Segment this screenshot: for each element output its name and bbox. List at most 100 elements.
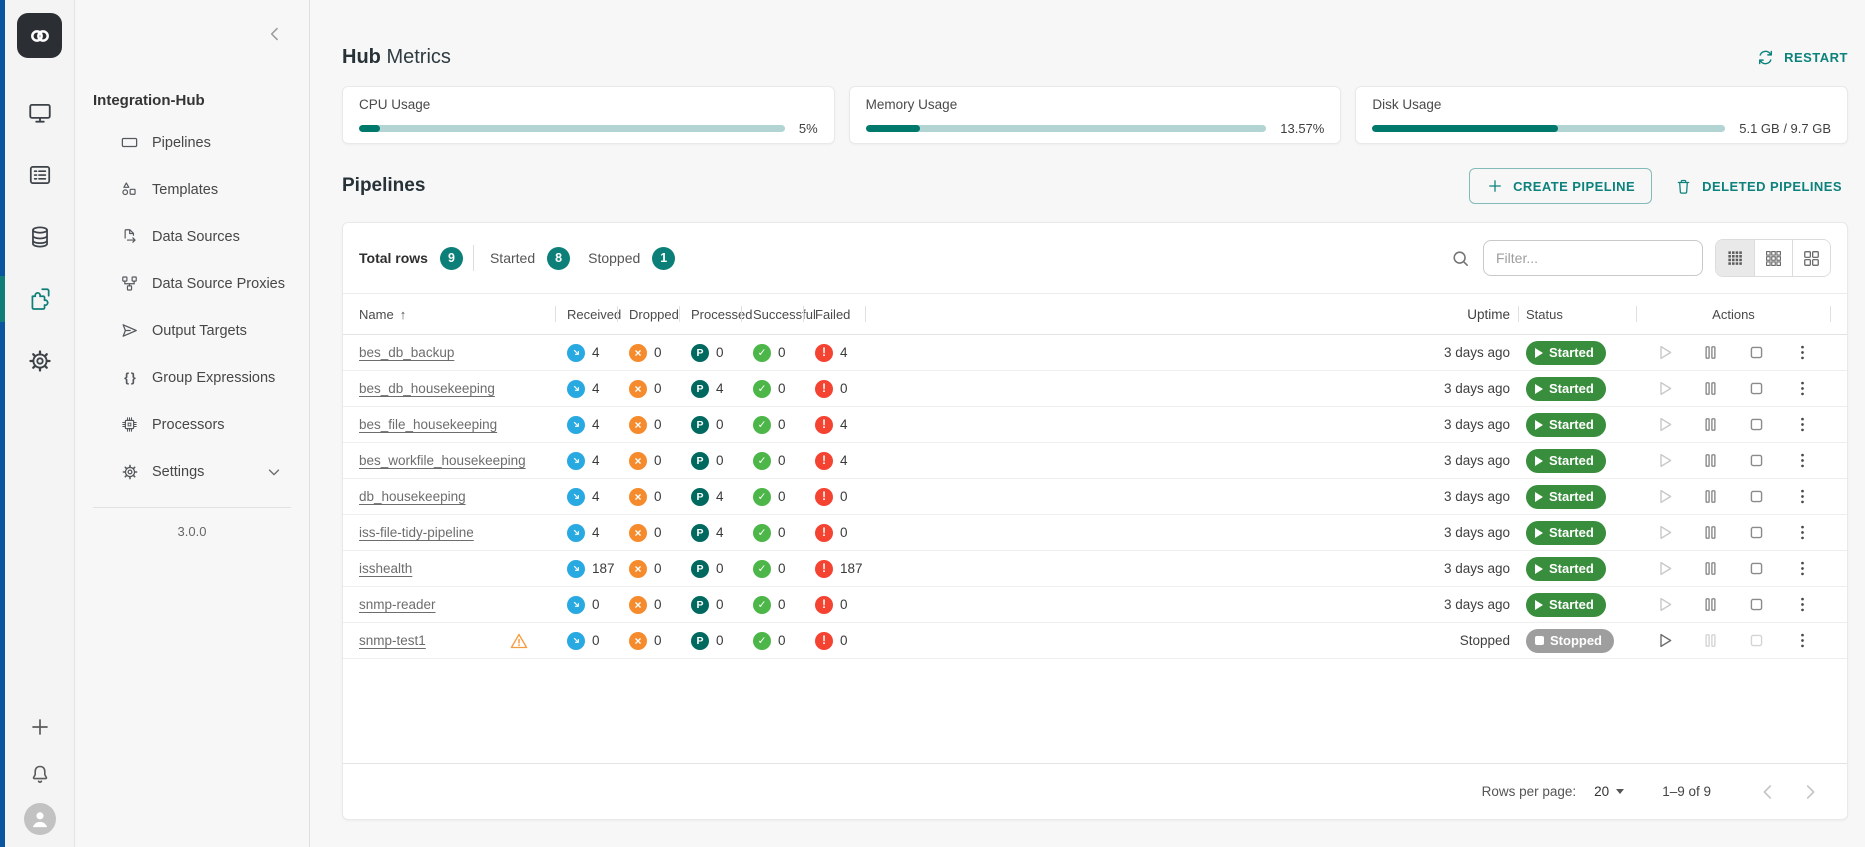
dropped-icon: ×: [629, 560, 647, 578]
previous-page-button[interactable]: [1757, 781, 1779, 803]
status-pill: Started: [1526, 485, 1606, 509]
received-icon: [567, 560, 585, 578]
sidebar-item-group-expressions[interactable]: { } Group Expressions: [75, 354, 309, 401]
actions-cell: [1636, 378, 1831, 399]
play-button[interactable]: [1654, 558, 1675, 579]
actions-cell: [1636, 450, 1831, 471]
stop-button[interactable]: [1746, 378, 1767, 399]
row-menu-button[interactable]: [1792, 558, 1813, 579]
name-cell: bes_db_backup: [359, 343, 555, 363]
pipeline-name-link[interactable]: bes_db_housekeeping: [359, 381, 495, 396]
add-button[interactable]: [22, 709, 58, 745]
row-menu-button[interactable]: [1792, 450, 1813, 471]
pipeline-name-link[interactable]: bes_workfile_housekeeping: [359, 453, 526, 468]
pipeline-name-link[interactable]: isshealth: [359, 561, 412, 576]
table-row[interactable]: bes_db_backup 4 × 0 P 0 ✓ 0 ! 4 3 days a…: [343, 335, 1847, 371]
view-dense-button[interactable]: [1716, 240, 1754, 276]
deleted-pipelines-button[interactable]: DELETED PIPELINES: [1668, 168, 1848, 204]
stop-button[interactable]: [1746, 342, 1767, 363]
play-button[interactable]: [1654, 522, 1675, 543]
view-large-button[interactable]: [1792, 240, 1830, 276]
sidebar-item-output-targets[interactable]: Output Targets: [75, 307, 309, 354]
row-menu-button[interactable]: [1792, 630, 1813, 651]
pause-button[interactable]: [1700, 414, 1721, 435]
row-menu-button[interactable]: [1792, 594, 1813, 615]
play-button[interactable]: [1654, 594, 1675, 615]
create-pipeline-button[interactable]: CREATE PIPELINE: [1469, 168, 1652, 204]
table-row[interactable]: isshealth 187 × 0 P 0 ✓ 0 ! 187 3 days a…: [343, 551, 1847, 587]
view-medium-button[interactable]: [1754, 240, 1792, 276]
sidebar-item-processors[interactable]: Processors: [75, 401, 309, 448]
play-button[interactable]: [1654, 378, 1675, 399]
rows-per-page-select[interactable]: 20: [1594, 784, 1624, 799]
metric-value: 13.57%: [1280, 121, 1324, 136]
notifications-button[interactable]: [22, 756, 58, 792]
pipeline-name-link[interactable]: iss-file-tidy-pipeline: [359, 525, 474, 540]
rail-item-integration-hub[interactable]: [20, 279, 60, 319]
stop-button[interactable]: [1746, 414, 1767, 435]
table-row[interactable]: snmp-test1 0 × 0 P 0 ✓ 0 ! 0 Stopped: [343, 623, 1847, 659]
successful-icon: ✓: [753, 416, 771, 434]
row-menu-button[interactable]: [1792, 522, 1813, 543]
rail-item-settings[interactable]: [20, 341, 60, 381]
pause-button[interactable]: [1700, 378, 1721, 399]
active-module-indicator: [0, 276, 5, 322]
pause-button[interactable]: [1700, 522, 1721, 543]
play-button[interactable]: [1654, 630, 1675, 651]
table-row[interactable]: iss-file-tidy-pipeline 4 × 0 P 4 ✓ 0 ! 0…: [343, 515, 1847, 551]
pipeline-name-link[interactable]: snmp-test1: [359, 633, 426, 648]
rail-item-logs[interactable]: [20, 155, 60, 195]
play-button[interactable]: [1654, 414, 1675, 435]
pipeline-name-link[interactable]: snmp-reader: [359, 597, 436, 612]
memory-progress-bar: [866, 125, 1267, 132]
table-row[interactable]: bes_file_housekeeping 4 × 0 P 0 ✓ 0 ! 4 …: [343, 407, 1847, 443]
pause-button[interactable]: [1700, 342, 1721, 363]
stop-button[interactable]: [1746, 450, 1767, 471]
processed-cell: P 0: [679, 560, 741, 578]
actions-cell: [1636, 414, 1831, 435]
sidebar-item-templates[interactable]: Templates: [75, 166, 309, 213]
pipeline-name-link[interactable]: bes_file_housekeeping: [359, 417, 497, 432]
user-avatar[interactable]: [24, 803, 56, 835]
pause-button[interactable]: [1700, 450, 1721, 471]
grid-medium-icon: [1764, 249, 1783, 268]
table-row[interactable]: bes_db_housekeeping 4 × 0 P 4 ✓ 0 ! 0 3 …: [343, 371, 1847, 407]
table-row[interactable]: snmp-reader 0 × 0 P 0 ✓ 0 ! 0 3 days ago: [343, 587, 1847, 623]
pause-button[interactable]: [1700, 486, 1721, 507]
stop-button[interactable]: [1746, 558, 1767, 579]
sidebar-item-pipelines[interactable]: Pipelines: [75, 119, 309, 166]
pipeline-name-link[interactable]: bes_db_backup: [359, 345, 454, 360]
next-page-button[interactable]: [1799, 781, 1821, 803]
table-row[interactable]: db_housekeeping 4 × 0 P 4 ✓ 0 ! 0 3 days…: [343, 479, 1847, 515]
restart-button[interactable]: RESTART: [1756, 48, 1848, 67]
pause-button[interactable]: [1700, 558, 1721, 579]
sidebar-collapse-button[interactable]: [265, 24, 285, 44]
row-menu-button[interactable]: [1792, 342, 1813, 363]
play-button[interactable]: [1654, 450, 1675, 471]
failed-cell: ! 0: [803, 380, 865, 398]
stop-button[interactable]: [1746, 630, 1767, 651]
row-menu-button[interactable]: [1792, 486, 1813, 507]
stop-button[interactable]: [1746, 594, 1767, 615]
pause-button[interactable]: [1700, 594, 1721, 615]
sidebar-item-label: Group Expressions: [152, 370, 275, 386]
row-menu-button[interactable]: [1792, 378, 1813, 399]
play-button[interactable]: [1654, 486, 1675, 507]
stop-button[interactable]: [1746, 522, 1767, 543]
sidebar-title: Integration-Hub: [93, 92, 309, 109]
table-row[interactable]: bes_workfile_housekeeping 4 × 0 P 0 ✓ 0 …: [343, 443, 1847, 479]
person-icon: [27, 806, 53, 832]
row-menu-button[interactable]: [1792, 414, 1813, 435]
filter-input[interactable]: [1483, 240, 1703, 276]
sidebar-item-data-sources[interactable]: Data Sources: [75, 213, 309, 260]
pipeline-name-link[interactable]: db_housekeeping: [359, 489, 466, 504]
pause-button[interactable]: [1700, 630, 1721, 651]
rail-item-data[interactable]: [20, 217, 60, 257]
column-header-name[interactable]: Name ↑: [359, 307, 555, 322]
play-button[interactable]: [1654, 342, 1675, 363]
stop-button[interactable]: [1746, 486, 1767, 507]
rail-item-dashboard[interactable]: [20, 93, 60, 133]
sidebar-item-data-source-proxies[interactable]: Data Source Proxies: [75, 260, 309, 307]
app-logo[interactable]: [17, 13, 62, 58]
sidebar-item-settings[interactable]: Settings: [75, 448, 309, 495]
